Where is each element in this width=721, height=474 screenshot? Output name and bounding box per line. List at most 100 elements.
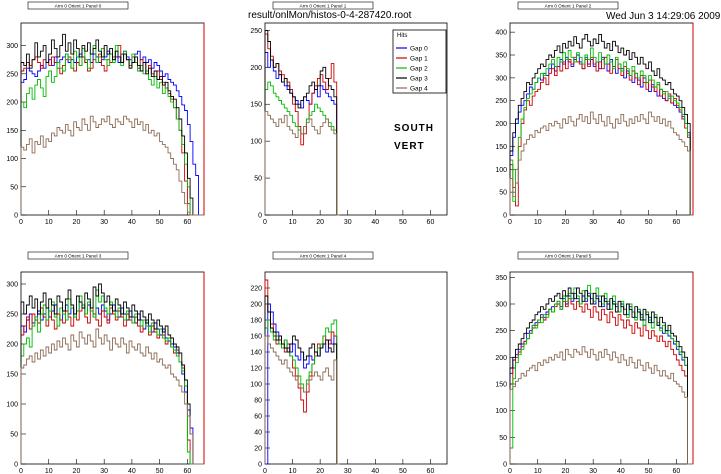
y-tick-label: 50 [499,435,507,442]
y-tick-label: 150 [250,102,262,109]
x-tick-label: 50 [645,219,653,226]
histogram-series-2 [20,45,204,216]
panel-title-box: Arm 0 Orient 1 Panel 0 [27,1,129,10]
y-tick-label: 0 [503,213,507,220]
y-tick-label: 300 [6,282,18,289]
x-tick-label: 50 [156,219,164,226]
y-tick-label: 250 [495,328,507,335]
y-tick-label: 250 [6,312,18,319]
y-tick-label: 60 [254,414,262,421]
x-tick-label: 20 [73,468,81,474]
y-tick-label: 50 [10,184,18,191]
y-tick-label: 180 [250,318,262,325]
y-tick-label: 300 [495,75,507,82]
x-tick-label: 30 [344,468,352,474]
y-tick-label: 100 [495,408,507,415]
y-tick-label: 20 [254,446,262,453]
histogram-series-3 [20,33,204,216]
y-tick-label: 350 [495,53,507,60]
histogram-series-1 [509,56,693,216]
y-tick-label: 150 [6,128,18,135]
x-tick-label: 30 [100,468,108,474]
x-tick-label: 10 [289,219,297,226]
histogram-panel-5: Arm 0 Orient 1 Panel 5 0 10 20 30 40 50 60 0 50 10… [495,251,694,474]
x-tick-label: 40 [128,468,136,474]
y-tick-label: 200 [6,100,18,107]
file-title: result/onlMon/histos-0-4-287420.root [248,10,412,21]
panel-title: Arm 0 Orient 1 Panel 1 [300,4,347,9]
histogram-series-3 [20,283,204,465]
x-tick-label: 10 [534,219,542,226]
histogram-series-2 [509,47,693,216]
y-tick-label: 350 [495,275,507,282]
panel-title-box: Arm 0 Orient 1 Panel 1 [272,1,374,10]
histogram-panel-2: Arm 0 Orient 1 Panel 2 0 10 20 30 40 50 60 0 50 10… [495,1,694,226]
annotation-south: SOUTH [394,123,434,134]
x-tick-label: 20 [316,468,324,474]
panel-title-frame [517,1,619,10]
y-tick-label: 150 [495,144,507,151]
y-tick-label: 50 [10,432,18,439]
y-tick-label: 200 [250,65,262,72]
panel-title: Arm 0 Orient 1 Panel 2 [545,4,592,9]
panel-title-frame [27,251,129,260]
y-tick-label: 0 [258,462,262,469]
y-tick-label: 40 [254,430,262,437]
y-tick-label: 400 [495,30,507,37]
x-tick-label: 10 [45,468,53,474]
y-tick-label: 220 [250,286,262,293]
panel-title-box: Arm 0 Orient 1 Panel 4 [272,251,374,260]
x-tick-label: 50 [156,468,164,474]
y-tick-label: 200 [495,121,507,128]
x-tick-label: 20 [316,219,324,226]
x-tick-label: 0 [19,468,23,474]
x-tick-label: 50 [399,219,407,226]
y-tick-label: 100 [250,382,262,389]
y-tick-label: 160 [250,334,262,341]
x-tick-label: 60 [672,219,680,226]
x-tick-label: 40 [128,219,136,226]
x-tick-label: 0 [19,219,23,226]
histogram-series-3 [264,295,340,465]
x-tick-label: 0 [508,468,512,474]
histogram-series-4 [509,346,693,465]
panel-title-box: Arm 0 Orient 1 Panel 5 [517,251,619,260]
x-tick-label: 10 [289,468,297,474]
y-tick-label: 50 [499,190,507,197]
panel-title: Arm 0 Orient 1 Panel 5 [545,254,592,259]
y-tick-label: 200 [6,342,18,349]
x-tick-label: 20 [73,219,81,226]
x-tick-label: 10 [534,468,542,474]
x-tick-label: 40 [617,468,625,474]
legend-frame [392,29,447,94]
y-tick-label: 80 [254,398,262,405]
x-tick-label: 50 [645,468,653,474]
annotation-vert: VERT [394,141,425,152]
y-tick-label: 200 [495,355,507,362]
x-tick-label: 30 [100,219,108,226]
y-tick-label: 0 [503,462,507,469]
histogram-panel-3: Arm 0 Orient 1 Panel 3 0 10 20 30 40 50 60 0 50 10… [6,251,205,474]
panel-title-box: Arm 0 Orient 1 Panel 3 [27,251,129,260]
x-tick-label: 60 [183,219,191,226]
y-tick-label: 120 [250,366,262,373]
y-tick-label: 150 [495,382,507,389]
histogram-series-4 [509,111,693,216]
y-tick-label: 150 [6,372,18,379]
legend-title: Hits [397,33,407,39]
histogram-series-2 [509,284,693,465]
panel-title-frame [272,1,374,10]
panel-title: Arm 0 Orient 1 Panel 0 [55,4,102,9]
legend-entry-3: Gap 3 [410,76,428,83]
x-tick-label: 60 [672,468,680,474]
histogram-series-4 [20,115,204,216]
histogram-series-4 [264,111,340,216]
histogram-series-4 [20,328,204,465]
x-tick-label: 40 [371,468,379,474]
x-tick-label: 60 [183,468,191,474]
histogram-series-3 [509,33,693,216]
y-tick-label: 0 [14,213,18,220]
x-tick-label: 10 [45,219,53,226]
y-tick-label: 200 [250,302,262,309]
x-tick-label: 0 [508,219,512,226]
